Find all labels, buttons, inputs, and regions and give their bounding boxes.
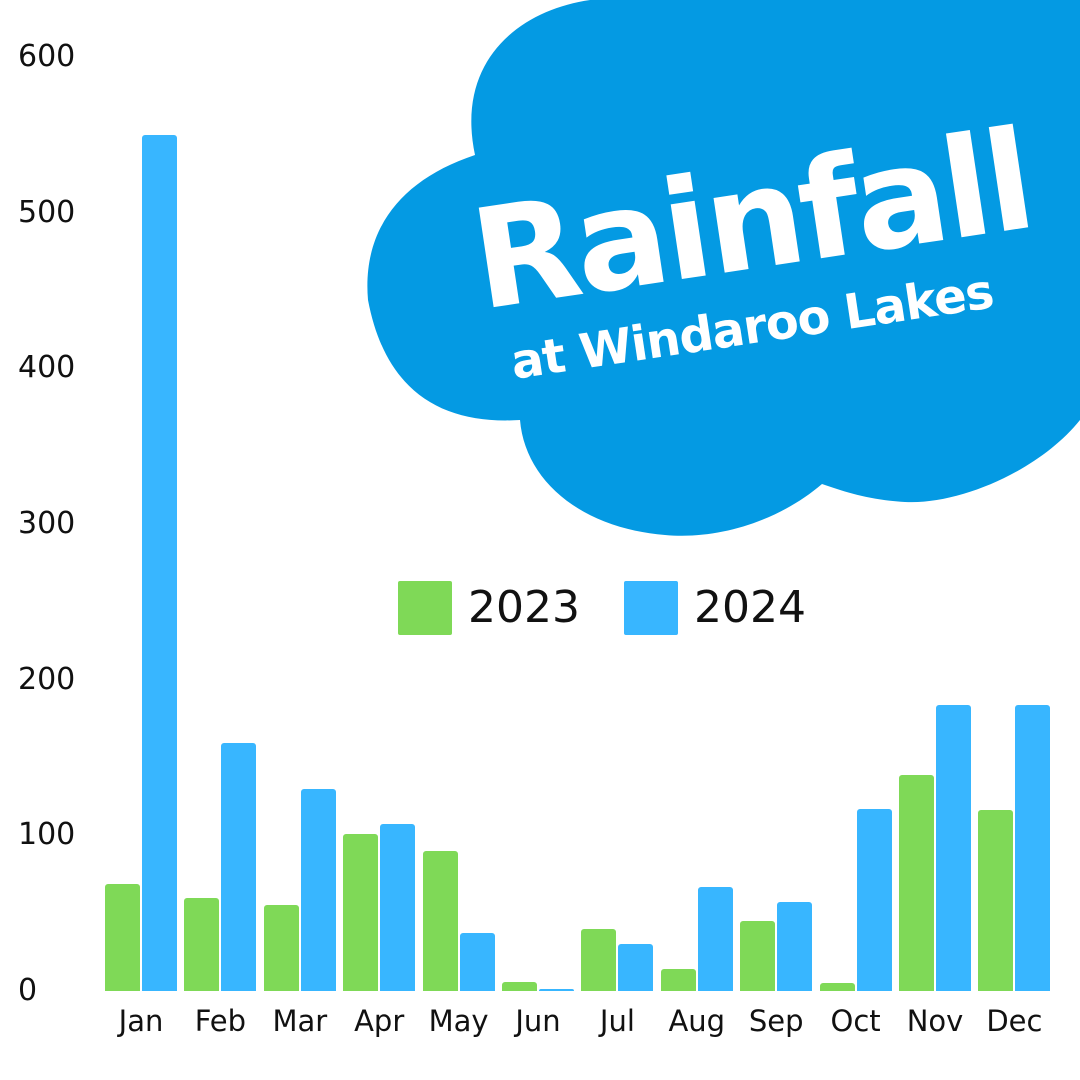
y-tick-label: 400 — [18, 350, 76, 386]
legend-swatch-2024 — [623, 581, 678, 635]
bar-2023-apr — [343, 833, 379, 991]
legend-label-2023: 2023 — [468, 582, 580, 633]
bar-2024-nov — [936, 704, 971, 991]
x-tick-label: Jun — [515, 1004, 561, 1038]
bar-2023-nov — [899, 774, 934, 991]
bar-2023-feb — [184, 897, 220, 991]
legend-item-2023: 2023 — [398, 581, 580, 635]
bar-2023-jun — [502, 981, 537, 991]
y-tick-label: 600 — [18, 39, 76, 74]
bar-2024-jan — [142, 134, 177, 991]
bar-2023-oct — [819, 983, 855, 991]
bar-2023-jan — [105, 883, 140, 991]
bar-2023-may — [422, 850, 458, 991]
bar-2023-sep — [740, 920, 776, 991]
bar-2023-aug — [660, 969, 696, 991]
bar-2024-may — [459, 933, 495, 991]
y-tick-label: 300 — [18, 506, 76, 541]
legend: 2023 2024 — [398, 581, 850, 635]
x-tick-label: Feb — [194, 1004, 247, 1038]
x-tick-label: Apr — [354, 1004, 405, 1038]
x-tick-label: Jul — [599, 1004, 635, 1038]
x-tick-label: Aug — [668, 1004, 726, 1038]
x-tick-label: Sep — [748, 1004, 804, 1038]
x-tick-label: Nov — [906, 1004, 964, 1038]
y-tick-label: 500 — [18, 194, 76, 230]
bar-2024-sep — [777, 902, 813, 991]
cloud-shape — [367, 0, 1080, 536]
cloud-title-background — [367, 0, 1080, 536]
y-tick-label: 100 — [18, 817, 76, 853]
x-tick-label: Dec — [986, 1004, 1043, 1038]
y-tick-label: 0 — [18, 973, 38, 1008]
legend-swatch-2023 — [398, 581, 452, 635]
bar-2024-dec — [1015, 704, 1051, 991]
bar-2023-jul — [581, 928, 617, 991]
x-tick-label: May — [428, 1004, 489, 1038]
bar-2023-mar — [263, 905, 299, 991]
bar-2024-apr — [380, 824, 416, 991]
bar-2024-aug — [697, 886, 733, 991]
y-tick-label: 200 — [18, 661, 76, 697]
bar-2023-dec — [978, 810, 1014, 991]
bar-2024-mar — [300, 788, 336, 991]
legend-item-2024: 2024 — [623, 581, 806, 635]
x-tick-label: Mar — [272, 1004, 328, 1038]
bar-2024-oct — [856, 808, 892, 991]
x-tick-label: Jan — [118, 1004, 164, 1038]
legend-label-2024: 2024 — [693, 582, 806, 633]
bar-2024-jul — [618, 944, 654, 991]
bar-2024-feb — [221, 743, 257, 991]
x-tick-label: Oct — [830, 1004, 881, 1038]
bar-2024-jun — [539, 989, 574, 991]
